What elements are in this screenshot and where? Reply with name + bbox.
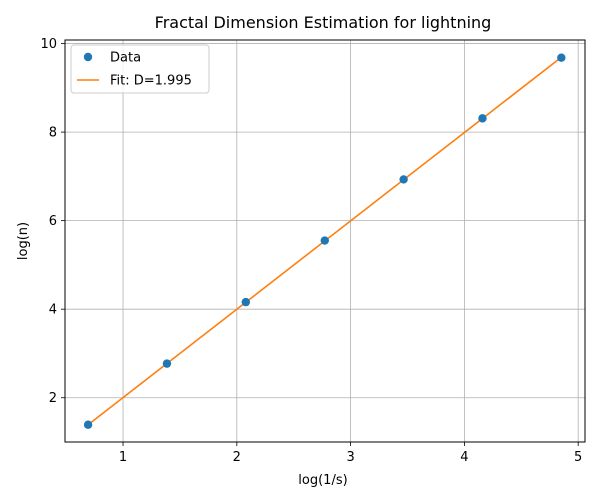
y-tick-label: 4 (49, 303, 57, 318)
legend-box (70, 44, 210, 94)
plot-frame (64, 39, 586, 443)
y-axis-label: log(n) (16, 222, 31, 260)
data-point (83, 420, 93, 429)
data-point (557, 53, 566, 62)
legend-label: Fit: D=1.995 (110, 74, 192, 89)
y-tick-label: 10 (40, 37, 57, 52)
x-tick-label: 2 (233, 450, 241, 465)
axis-ticks: 1 2 3 4 5 2 4 6 8 10 (40, 37, 582, 465)
legend-label: Data (110, 51, 141, 66)
legend-marker (83, 52, 93, 62)
data-point (399, 175, 408, 184)
data-point (162, 359, 172, 368)
y-tick-label: 6 (49, 214, 57, 229)
x-tick-label: 3 (346, 450, 354, 465)
data-point (320, 236, 329, 245)
grid-lines (65, 40, 585, 442)
plot-area: 1 2 3 4 5 2 4 6 8 10 (40, 37, 586, 465)
y-tick-label: 2 (49, 391, 57, 406)
chart-title: Fractal Dimension Estimation for lightni… (155, 13, 492, 32)
legend: Data Fit: D=1.995 (70, 44, 210, 94)
x-tick-label: 1 (119, 450, 127, 465)
y-tick-label: 8 (49, 126, 57, 141)
series-layer (83, 53, 566, 429)
x-tick-label: 5 (574, 450, 582, 465)
data-point (478, 114, 487, 123)
x-axis-label: log(1/s) (298, 473, 347, 488)
x-tick-label: 4 (460, 450, 468, 465)
data-point (241, 297, 251, 307)
